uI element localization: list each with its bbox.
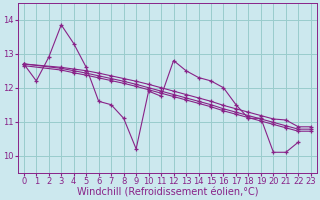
X-axis label: Windchill (Refroidissement éolien,°C): Windchill (Refroidissement éolien,°C) — [76, 187, 258, 197]
